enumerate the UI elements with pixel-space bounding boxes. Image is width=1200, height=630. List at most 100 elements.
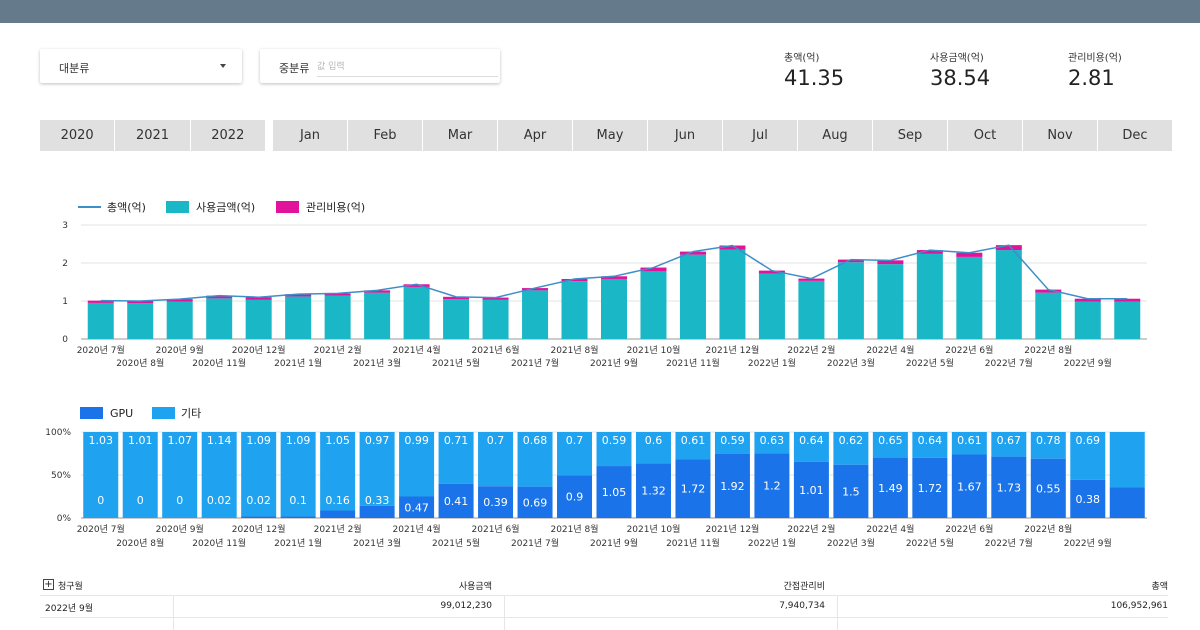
- bar-other: [241, 432, 277, 517]
- x-tick-label: 2022년 2월: [787, 523, 835, 535]
- bar-other: [596, 432, 632, 467]
- data-label-other: 0.63: [760, 434, 785, 447]
- bar-used-amount: [561, 281, 588, 339]
- header-total[interactable]: 총액: [1151, 582, 1168, 592]
- bar-other: [912, 432, 948, 458]
- header-billing-month[interactable]: 청구월: [58, 582, 83, 592]
- month-button[interactable]: Jun: [647, 120, 722, 151]
- data-label-other: 1.01: [128, 434, 153, 447]
- column-divider: [837, 596, 838, 630]
- bar-used-amount: [245, 299, 272, 339]
- data-label-other: 1.14: [207, 434, 232, 447]
- kpi-mgmt-value: 2.81: [1068, 66, 1115, 90]
- bar-gpu: [833, 464, 869, 518]
- bar-management-cost: [877, 260, 904, 265]
- data-label-gpu: 1.05: [602, 486, 627, 499]
- data-label-other: 0.69: [1076, 434, 1101, 447]
- bar-used-amount: [1114, 301, 1141, 339]
- kpi-management-cost: 관리비용(억) 2.81: [1068, 49, 1122, 90]
- bar-used-amount: [956, 256, 983, 339]
- data-label-other: 0.59: [602, 434, 627, 447]
- legend-label-mgmt: 관리비용(억): [306, 201, 365, 214]
- data-label-gpu: 0.02: [207, 494, 232, 507]
- x-tick-label: 2020년 7월: [77, 523, 125, 535]
- kpi-used-label: 사용금액(억): [930, 53, 984, 64]
- x-tick-label: 2021년 4월: [393, 344, 441, 356]
- kpi-mgmt-label: 관리비용(억): [1068, 53, 1122, 64]
- bar-gpu: [438, 483, 474, 518]
- year-button[interactable]: 2020: [60, 128, 94, 143]
- bar-management-cost: [837, 259, 864, 263]
- category-major-label: 대분류: [59, 62, 90, 75]
- data-label-gpu: 1.2: [763, 480, 781, 493]
- bar-management-cost: [561, 278, 588, 282]
- month-button[interactable]: Sep: [872, 120, 947, 151]
- x-tick-label: 2021년 6월: [472, 344, 520, 356]
- bar-used-amount: [877, 264, 904, 339]
- x-tick-label: 2020년 12월: [232, 344, 286, 356]
- bar-management-cost: [956, 252, 983, 257]
- header-used-amount[interactable]: 사용금액: [458, 582, 492, 592]
- bar-other: [1070, 432, 1106, 480]
- bar-used-amount: [1035, 292, 1062, 339]
- month-button[interactable]: Apr: [497, 120, 572, 151]
- bar-gpu: [714, 453, 750, 518]
- month-button[interactable]: Aug: [797, 120, 872, 151]
- data-label-gpu: 0: [97, 494, 104, 507]
- month-button[interactable]: Feb: [347, 120, 422, 151]
- bar-management-cost: [758, 270, 785, 274]
- data-label-other: 0.71: [444, 434, 469, 447]
- table-row[interactable]: 2022년 9월 99,012,230 7,940,734 106,952,96…: [40, 596, 1168, 618]
- year-button[interactable]: 2021: [114, 120, 189, 151]
- data-label-other: 0.62: [839, 434, 864, 447]
- bar-used-amount: [403, 286, 430, 339]
- month-button[interactable]: Dec: [1097, 120, 1172, 151]
- legend-label-used: 사용금액(억): [196, 201, 255, 214]
- x-tick-label: 2022년 4월: [866, 344, 914, 356]
- month-button[interactable]: Oct: [947, 120, 1022, 151]
- bar-other: [478, 432, 514, 487]
- x-tick-label: 2020년 9월: [156, 523, 204, 535]
- bar-other: [991, 432, 1027, 457]
- data-label-other: 0.6: [645, 434, 663, 447]
- legend-label-gpu: GPU: [110, 407, 133, 420]
- kpi-used-amount: 사용금액(억) 38.54: [930, 49, 990, 90]
- bar-used-amount: [522, 290, 549, 339]
- month-button[interactable]: Mar: [422, 120, 497, 151]
- bar-management-cost: [127, 301, 154, 304]
- bar-gpu: [280, 516, 316, 518]
- month-button[interactable]: Jan: [299, 128, 321, 143]
- bar-gpu: [517, 486, 553, 518]
- x-tick-label: 2021년 6월: [472, 523, 520, 535]
- table-header-row: + 청구월 사용금액 간접관리비 총액: [40, 574, 1168, 596]
- data-label-gpu: 0.39: [483, 496, 508, 509]
- data-label-gpu: 0.41: [444, 495, 469, 508]
- header-indirect-cost[interactable]: 간접관리비: [783, 582, 825, 592]
- expand-plus-icon[interactable]: +: [43, 579, 54, 590]
- bar-other: [83, 432, 119, 518]
- month-button[interactable]: Nov: [1022, 120, 1097, 151]
- bar-other: [162, 432, 198, 518]
- x-tick-label: 2022년 1월: [748, 537, 796, 549]
- x-tick-label: 2022년 9월: [1064, 357, 1112, 369]
- month-button[interactable]: Jul: [722, 120, 797, 151]
- data-label-other: 1.07: [167, 434, 192, 447]
- legend-swatch-used: [166, 201, 189, 213]
- data-label-gpu: 0.16: [325, 494, 350, 507]
- x-tick-label: 2021년 2월: [314, 344, 362, 356]
- data-label-gpu: 0.55: [1036, 482, 1061, 495]
- bar-used-amount: [601, 278, 627, 339]
- kpi-total: 총액(억) 41.35: [784, 49, 844, 90]
- data-label-gpu: 1.5: [842, 485, 860, 498]
- data-label-gpu: 0: [137, 494, 144, 507]
- year-button[interactable]: 2022: [189, 120, 265, 151]
- data-label-other: 0.78: [1036, 434, 1061, 447]
- category-minor-input[interactable]: [317, 57, 498, 77]
- category-major-dropdown[interactable]: 대분류: [40, 49, 242, 83]
- bar-management-cost: [995, 245, 1022, 251]
- month-button[interactable]: May: [572, 120, 647, 151]
- x-tick-label: 2021년 12월: [706, 523, 760, 535]
- bar-management-cost: [443, 296, 470, 300]
- x-tick-label: 2022년 4월: [866, 523, 914, 535]
- bar-management-cost: [364, 290, 391, 293]
